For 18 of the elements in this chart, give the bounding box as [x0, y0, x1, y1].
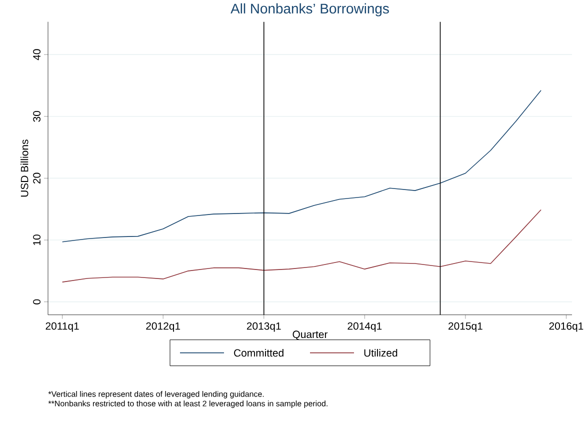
x-tick-label: 2012q1 [146, 322, 180, 332]
line-series [62, 209, 542, 283]
y-tick-label: 0 [33, 299, 40, 304]
line-series [62, 90, 542, 242]
legend-label: Committed [234, 349, 284, 357]
y-tick-label: 20 [33, 172, 40, 184]
x-tick-label: 2015q1 [448, 322, 482, 332]
chart-title: All Nonbanks’ Borrowings [230, 3, 389, 16]
x-tick-label: 2011q1 [46, 322, 79, 332]
x-tick-label: 2016q1 [549, 322, 584, 332]
y-tick-label: 40 [33, 49, 40, 60]
legend-label: Utilized [364, 349, 398, 357]
y-tick-label: 30 [33, 111, 40, 122]
y-axis-title: USD Billions [20, 140, 28, 197]
y-tick-label: 10 [33, 234, 40, 246]
x-tick-label: 2014q1 [348, 322, 382, 332]
x-tick-label: 2013q1 [246, 322, 281, 332]
x-axis-title: Quarter [292, 330, 328, 340]
